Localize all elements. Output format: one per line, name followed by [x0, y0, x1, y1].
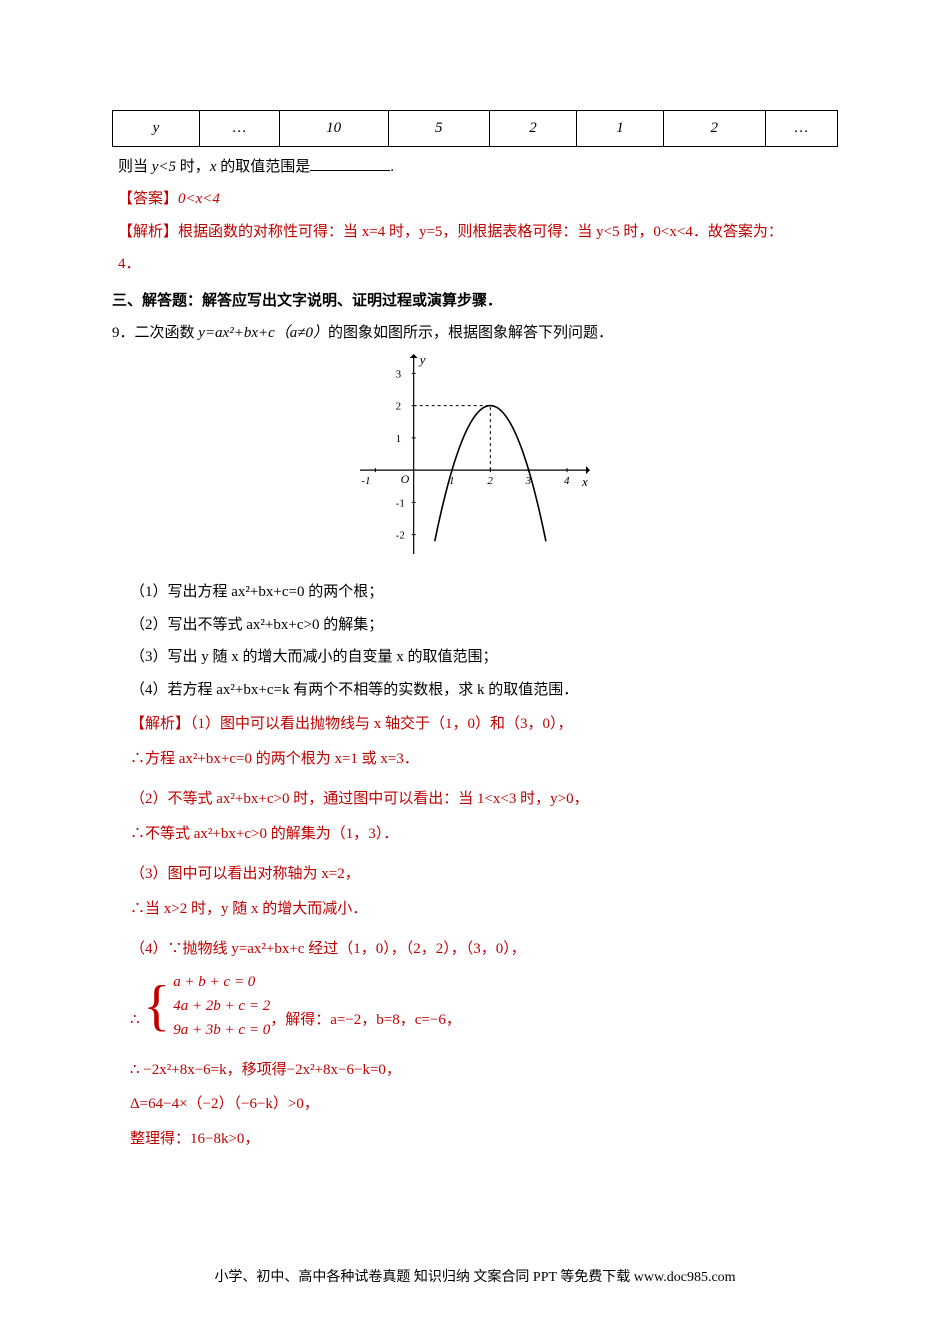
- sub-q1: （1）写出方程 ax²+bx+c=0 的两个根；: [130, 578, 838, 607]
- table-cell: 5: [388, 111, 490, 147]
- svg-text:-1: -1: [396, 497, 405, 509]
- text: 则当: [118, 159, 152, 175]
- q9-num: 9．: [112, 325, 135, 341]
- solution-l6: ∴当 x>2 时，y 随 x 的增大而减小．: [130, 895, 838, 924]
- eq-line-3: 9a + 3b + c = 0: [173, 1018, 270, 1042]
- solution-l10: 整理得：16−8k>0，: [130, 1125, 838, 1154]
- sub-q2: （2）写出不等式 ax²+bx+c>0 的解集；: [130, 611, 838, 640]
- solution-l7: （4）∵抛物线 y=ax²+bx+c 经过（1，0），（2，2），（3，0），: [130, 935, 838, 964]
- svg-text:x: x: [581, 474, 588, 489]
- q9-post: 的图象如图所示，根据图象解答下列问题．: [328, 325, 613, 341]
- sub-q3: （3）写出 y 随 x 的增大而减小的自变量 x 的取值范围；: [130, 643, 838, 672]
- sol-text: （1）图中可以看出抛物线与 x 轴交于（1，0）和（3，0），: [190, 716, 573, 732]
- question-9: 9．二次函数 y=ax²+bx+c（a≠0）的图象如图所示，根据图象解答下列问题…: [112, 319, 838, 348]
- solution-l8: ∴ −2x²+8x−6=k，移项得−2x²+8x−6−k=0，: [130, 1056, 838, 1085]
- svg-text:2: 2: [487, 475, 493, 487]
- solution-label: 【解析】: [130, 716, 190, 732]
- svg-text:O: O: [401, 472, 410, 486]
- equation-lines: a + b + c = 0 4a + 2b + c = 2 9a + 3b + …: [173, 970, 270, 1042]
- analysis-body: 根据函数的对称性可得：当 x=4 时，y=5，则根据表格可得：当 y<5 时，0…: [178, 224, 783, 240]
- table-cell: 2: [490, 111, 577, 147]
- solution-l2: ∴方程 ax²+bx+c=0 的两个根为 x=1 或 x=3．: [130, 745, 838, 774]
- text: 的取值范围是: [216, 159, 310, 175]
- solution-l5: （3）图中可以看出对称轴为 x=2，: [130, 860, 838, 889]
- answer-text: 0<x<4: [178, 191, 220, 207]
- svg-text:3: 3: [396, 368, 402, 380]
- svg-text:4: 4: [564, 475, 570, 487]
- section-header-3: 三、解答题：解答应写出文字说明、证明过程或演算步骤．: [112, 287, 838, 316]
- table-cell: 10: [279, 111, 388, 147]
- analysis-line: 【解析】根据函数的对称性可得：当 x=4 时，y=5，则根据表格可得：当 y<5…: [118, 218, 838, 247]
- problem-condition: 则当 y<5 时，x 的取值范围是.: [118, 153, 838, 182]
- sub-q4: （4）若方程 ax²+bx+c=k 有两个不相等的实数根，求 k 的取值范围．: [130, 676, 838, 705]
- q9-eq: y=ax²+bx+c（a≠0）: [198, 325, 328, 341]
- table-cell: …: [200, 111, 280, 147]
- table-row: y … 10 5 2 1 2 …: [113, 111, 838, 147]
- solution-system: ∴ { a + b + c = 0 4a + 2b + c = 2 9a + 3…: [130, 970, 838, 1042]
- solution-l1: 【解析】（1）图中可以看出抛物线与 x 轴交于（1，0）和（3，0），: [130, 710, 838, 739]
- svg-text:y: y: [418, 354, 426, 367]
- analysis-label: 【解析】: [118, 224, 178, 240]
- eq-line-2: 4a + 2b + c = 2: [173, 994, 270, 1018]
- blank-line: [310, 170, 390, 171]
- text: .: [390, 159, 394, 175]
- parabola-figure: -11234-2-1123Oxy: [112, 354, 838, 565]
- page-footer: 小学、初中、高中各种试卷真题 知识归纳 文案合同 PPT 等免费下载 www.d…: [0, 1265, 950, 1292]
- data-table: y … 10 5 2 1 2 …: [112, 110, 838, 147]
- table-cell: 2: [664, 111, 766, 147]
- left-brace-icon: {: [143, 980, 170, 1032]
- therefore-symbol: ∴: [130, 1012, 140, 1028]
- eq-line-1: a + b + c = 0: [173, 970, 270, 994]
- solution-l9: Δ=64−4×（−2）（−6−k）>0，: [130, 1090, 838, 1119]
- math-expr: y<5: [152, 159, 176, 175]
- table-header-y: y: [113, 111, 200, 147]
- parabola-svg: -11234-2-1123Oxy: [360, 354, 590, 554]
- solution-l4: ∴不等式 ax²+bx+c>0 的解集为（1，3）．: [130, 820, 838, 849]
- table-cell: 1: [577, 111, 664, 147]
- svg-text:2: 2: [396, 400, 402, 412]
- svg-text:-2: -2: [396, 529, 405, 541]
- system-suffix: ，解得：a=−2，b=8，c=−6，: [270, 1012, 461, 1028]
- answer-label: 【答案】: [118, 191, 178, 207]
- q9-pre: 二次函数: [135, 325, 199, 341]
- svg-text:-1: -1: [361, 475, 370, 487]
- answer-line: 【答案】0<x<4: [118, 185, 838, 214]
- text: 时，: [176, 159, 210, 175]
- analysis-tail: 4．: [118, 250, 838, 279]
- svg-text:1: 1: [396, 432, 402, 444]
- table-cell: …: [765, 111, 838, 147]
- solution-l3: （2）不等式 ax²+bx+c>0 时，通过图中可以看出：当 1<x<3 时，y…: [130, 785, 838, 814]
